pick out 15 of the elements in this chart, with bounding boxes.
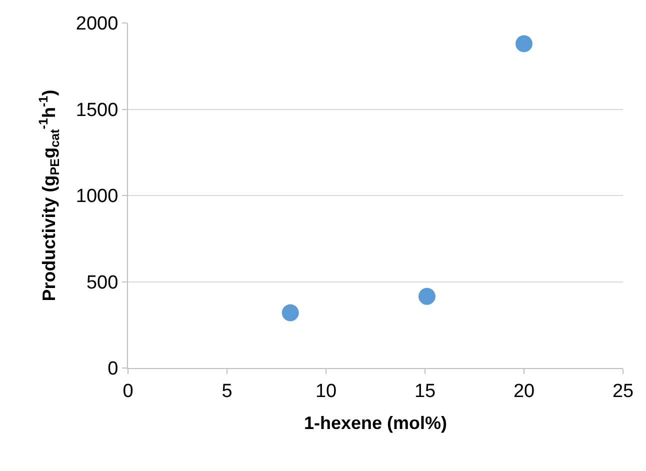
x-tick-label: 20 — [513, 380, 535, 402]
point — [418, 288, 436, 305]
y-tick-label: 0 — [108, 358, 118, 380]
x-tick-label: 10 — [315, 380, 337, 402]
y-tick-label: 1000 — [76, 186, 118, 208]
x-axis-title: 1-hexene (mol%) — [304, 412, 448, 433]
x-tick-label: 5 — [222, 380, 232, 402]
x-tick-label: 25 — [612, 380, 634, 402]
point — [516, 35, 532, 52]
x-tick-label: 0 — [122, 380, 134, 402]
point — [282, 304, 299, 322]
y-tick-label: 2000 — [76, 14, 118, 35]
x-tick-label: 15 — [414, 380, 436, 402]
y-tick-label: 500 — [86, 272, 118, 294]
y-tick-label: 1500 — [76, 100, 118, 121]
